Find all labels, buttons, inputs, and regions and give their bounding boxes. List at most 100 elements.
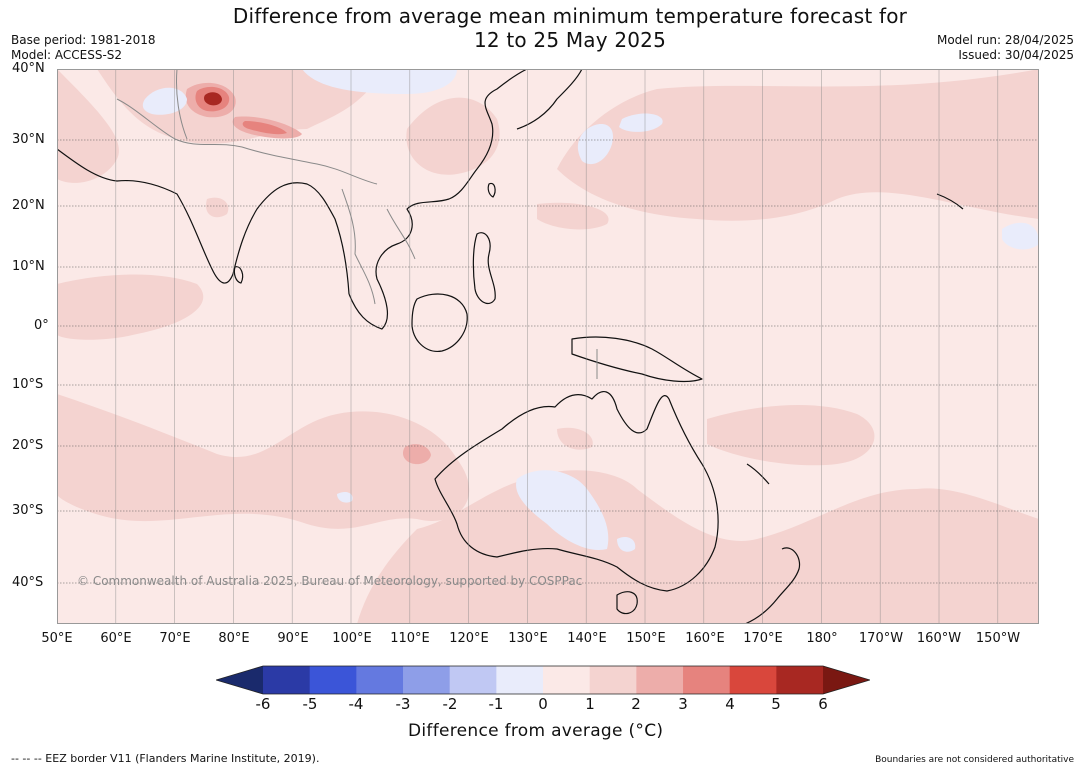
anomaly-region: [302, 69, 457, 94]
anomaly-region: [537, 202, 609, 230]
colorbar-tick: -3: [395, 695, 411, 713]
lon-label: 170°E: [743, 631, 783, 646]
lon-label: 150°W: [975, 631, 1021, 646]
lon-label: 90°E: [277, 631, 309, 646]
colorbar-bin: [543, 666, 591, 694]
coastline-japan: [516, 69, 583, 130]
coastline-layer: [57, 69, 964, 624]
eez-note: -- -- -- EEZ border V11 (Flanders Marine…: [11, 752, 320, 765]
anomaly-region: [337, 491, 353, 503]
anomaly-region: [206, 197, 229, 218]
colorbar-tick: 2: [631, 695, 641, 713]
copyright-credit: © Commonwealth of Australia 2025, Bureau…: [77, 574, 583, 588]
coastline-arabia-india: [57, 148, 350, 295]
colorbar-arrow-low: [216, 666, 263, 694]
colorbar-tick: 4: [725, 695, 735, 713]
anomaly-region: [707, 404, 875, 466]
anomaly-negative-layer: [142, 69, 1039, 552]
anomaly-region: [619, 113, 663, 132]
colorbar-tick: 1: [585, 695, 595, 713]
meta-right: Model run: 28/04/2025 Issued: 30/04/2025: [937, 33, 1074, 63]
lat-label: 40°S: [12, 575, 44, 590]
lon-label: 80°E: [218, 631, 250, 646]
colorbar-tick: 6: [818, 695, 828, 713]
lat-label: 20°S: [12, 438, 44, 453]
colorbar-tick: -4: [348, 695, 364, 713]
anomaly-1-2-layer: [57, 69, 1039, 624]
anomaly-region: [617, 537, 636, 552]
lat-label: 30°N: [12, 132, 45, 147]
lon-label: 110°E: [390, 631, 430, 646]
lon-label: 70°E: [159, 631, 191, 646]
colorbar-tick: -5: [302, 695, 318, 713]
lat-label: 10°N: [12, 259, 45, 274]
map-panel[interactable]: © Commonwealth of Australia 2025, Bureau…: [57, 69, 1039, 624]
colorbar-bin: [729, 666, 777, 694]
coastline-philippines: [472, 232, 496, 304]
colorbar-bin: [263, 666, 311, 694]
map-title-line-1: Difference from average mean minimum tem…: [232, 4, 908, 28]
anomaly-region: [406, 97, 500, 175]
colorbar-arrow-high: [823, 666, 870, 694]
borders-layer: [116, 69, 598, 379]
lon-label: 160°E: [685, 631, 725, 646]
lat-label: 30°S: [12, 503, 44, 518]
colorbar-tick: -1: [488, 695, 504, 713]
base-period-text: Base period: 1981-2018: [11, 33, 156, 47]
model-text: Model: ACCESS-S2: [11, 48, 123, 62]
colorbar-tick: -6: [255, 695, 271, 713]
lon-label: 120°E: [449, 631, 489, 646]
colorbar-label: Difference from average (°C): [408, 721, 664, 741]
colorbar-bin: [356, 666, 404, 694]
map-title-line-2: 12 to 25 May 2025: [473, 28, 667, 52]
colorbar-bin: [403, 666, 451, 694]
colorbar-tick: 5: [771, 695, 781, 713]
map-canvas: [57, 69, 1039, 624]
boundary-note: Boundaries are not considered authoritat…: [875, 755, 1074, 765]
anomaly-region: [242, 121, 287, 135]
colorbar-bin: [589, 666, 637, 694]
meta-left: Base period: 1981-2018 Model: ACCESS-S2: [11, 33, 156, 63]
lon-label: 50°E: [41, 631, 73, 646]
lon-label: 160°W: [916, 631, 962, 646]
coastline-new-guinea: [571, 336, 703, 383]
lat-label: 0°: [34, 318, 49, 333]
border-line: [341, 188, 376, 305]
lon-label: 150°E: [626, 631, 666, 646]
colorbar-tick: -2: [442, 695, 458, 713]
anomaly-region: [57, 274, 204, 340]
anomaly-region: [557, 69, 1039, 221]
coastline-australia: [434, 391, 719, 592]
lon-label: 170°W: [858, 631, 904, 646]
border-line: [386, 208, 416, 260]
colorbar-tick: 3: [678, 695, 688, 713]
lat-label: 40°N: [12, 61, 45, 76]
map-title: Difference from average mean minimum tem…: [0, 4, 1085, 52]
lon-label: 130°E: [508, 631, 548, 646]
colorbar-tick: 0: [538, 695, 548, 713]
colorbar-bin: [636, 666, 684, 694]
colorbar-bin: [496, 666, 544, 694]
anomaly-region: [57, 69, 387, 183]
colorbar-bin: [449, 666, 497, 694]
lon-label: 140°E: [567, 631, 607, 646]
map-border: [57, 69, 1039, 624]
coastline-tasmania: [616, 591, 638, 615]
colorbar-bin: [776, 666, 824, 694]
coastline-new-zealand: [744, 547, 801, 624]
anomaly-region: [142, 87, 187, 115]
coastline-borneo: [411, 293, 468, 352]
model-run-text: Model run: 28/04/2025: [936, 33, 1074, 47]
meridian-layer: [115, 69, 999, 624]
lon-label: 100°E: [332, 631, 372, 646]
coastline-new-caledonia: [746, 463, 770, 485]
coastline-sri-lanka: [233, 266, 244, 284]
border-line: [176, 69, 188, 140]
anomaly-region: [1002, 222, 1039, 250]
anomaly-region: [516, 470, 609, 550]
anomaly-region: [577, 124, 613, 165]
anomaly-region: [57, 394, 470, 529]
colorbar-bin: [309, 666, 357, 694]
coastline-taiwan: [487, 182, 496, 198]
issued-text: Issued: 30/04/2025: [958, 48, 1074, 62]
